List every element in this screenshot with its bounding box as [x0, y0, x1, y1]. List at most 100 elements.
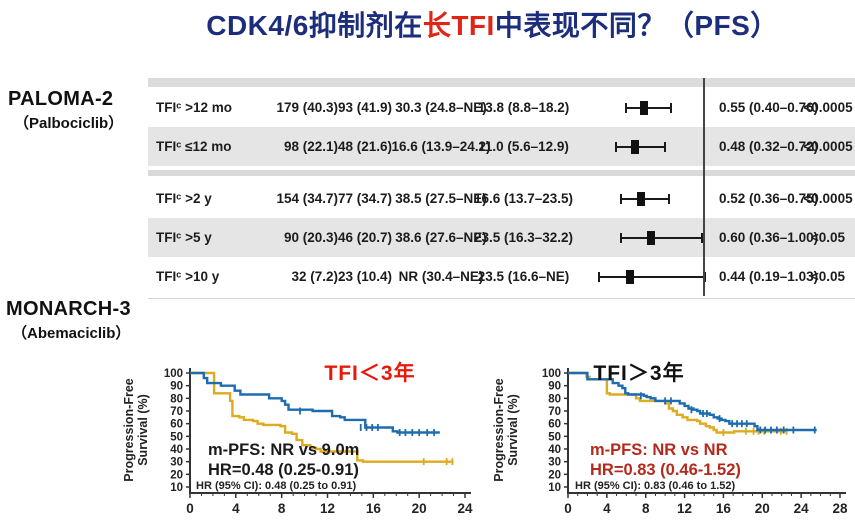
- title-suffix: 中表现不同？（PFS）: [494, 10, 779, 41]
- forest-table-row: TFIᶜ >5 y 90 (20.3) 46 (20.7) 38.6 (27.6–NE…: [148, 218, 855, 257]
- hr-ci-text: 0.60 (0.36–1.00): [719, 230, 819, 245]
- ci-cap-low: [619, 193, 622, 204]
- median-col-1: 38.6 (27.6–NE): [395, 230, 487, 245]
- x-tick-label: 16: [366, 501, 382, 516]
- forest-ci-cell: [595, 88, 710, 127]
- p-value: <0.05: [810, 230, 846, 245]
- median-col-1: 30.3 (24.8–NE): [395, 100, 487, 115]
- p-value: <0.05: [810, 269, 846, 284]
- y-tick-label: 90: [170, 381, 183, 393]
- y-tick-label: 80: [548, 393, 561, 405]
- x-tick-label: 4: [603, 501, 611, 516]
- annotation-hr: HR=0.48 (0.25-0.91): [208, 461, 359, 479]
- x-tick-label: 24: [457, 501, 473, 516]
- median-col-1: 38.5 (27.5–NE): [395, 191, 487, 206]
- ci-cap-high: [700, 232, 703, 243]
- forest-table-row: TFIᶜ >12 mo 179 (40.3) 93 (41.9) 30.3 (24.8…: [148, 88, 855, 127]
- yellow-arm-curve: [190, 371, 454, 463]
- chart-title: TFI＞3年: [593, 361, 684, 385]
- chart-title: TFI＜3年: [324, 361, 415, 385]
- y-axis-label-line2: Survival (%): [506, 394, 520, 466]
- x-tick-label: 8: [642, 501, 650, 516]
- study-label-monarch3: MONARCH-3 （Abemaciclib）: [6, 298, 131, 343]
- y-tick-label: 80: [170, 393, 183, 405]
- table-header-band: [148, 78, 855, 87]
- p-value: <0.0005: [803, 139, 853, 154]
- y-tick-label: 40: [548, 444, 561, 456]
- n-col-1: 154 (34.7): [276, 191, 338, 206]
- subgroup-label: TFIᶜ >12 mo: [156, 100, 233, 115]
- study-name: MONARCH-3: [6, 298, 131, 320]
- hr-point-marker: [626, 269, 635, 284]
- ci-cap-low: [625, 102, 628, 113]
- x-tick-label: 12: [320, 501, 335, 516]
- annotation-hr: HR=0.83 (0.46-1.52): [590, 461, 741, 479]
- forest-ci-cell: [595, 179, 710, 218]
- n-col-2: 23 (10.4): [337, 269, 392, 284]
- hr-ci-text: 0.52 (0.36–0.75): [719, 191, 819, 206]
- n-col-2: 48 (21.6): [337, 139, 392, 154]
- x-tick-label: 4: [232, 501, 240, 516]
- p-value: <0.0005: [803, 100, 853, 115]
- y-tick-label: 90: [548, 381, 561, 393]
- median-col-1: NR (30.4–NE): [398, 269, 484, 284]
- median-col-2: 16.6 (13.7–23.5): [473, 191, 574, 206]
- y-tick-label: 30: [170, 457, 183, 469]
- title-prefix: CDK4/6抑制剂在: [206, 10, 423, 41]
- ci-cap-high: [704, 271, 707, 282]
- study-drug: （Abemaciclib）: [12, 325, 131, 342]
- subgroup-label: TFIᶜ >10 y: [156, 269, 220, 284]
- ci-cap-low: [614, 141, 617, 152]
- n-col-1: 98 (22.1): [283, 139, 338, 154]
- y-tick-label: 100: [542, 368, 561, 380]
- y-tick-label: 60: [548, 419, 561, 431]
- y-axis-label-line1: Progression-Free: [492, 378, 506, 482]
- hr-reference-line: [703, 78, 705, 296]
- median-col-1: 16.6 (13.9–24.2): [391, 139, 491, 154]
- forest-ci-cell: [595, 218, 710, 257]
- study-name: PALOMA-2: [8, 88, 114, 110]
- median-col-2: 23.5 (16.6–NE): [477, 269, 570, 284]
- hr-point-marker: [636, 191, 645, 206]
- ci-line: [619, 197, 671, 200]
- forest-ci-cell: [595, 127, 710, 166]
- x-tick-label: 0: [186, 501, 194, 516]
- n-col-2: 93 (41.9): [337, 100, 392, 115]
- title-highlight: 长TFI: [422, 10, 495, 41]
- ci-line: [614, 145, 667, 148]
- page-title: CDK4/6抑制剂在长TFI中表现不同？（PFS）: [130, 4, 855, 44]
- y-tick-label: 60: [170, 419, 183, 431]
- y-axis-label-line2: Survival (%): [136, 394, 150, 466]
- median-col-2: 23.5 (16.3–32.2): [473, 230, 574, 245]
- y-tick-label: 100: [164, 368, 183, 380]
- forest-plot-table: TFIᶜ >12 mo 179 (40.3) 93 (41.9) 30.3 (24.8…: [148, 76, 855, 299]
- x-tick-label: 20: [755, 501, 770, 516]
- x-tick-label: 0: [564, 501, 572, 516]
- x-tick-label: 12: [677, 501, 692, 516]
- y-tick-label: 70: [548, 406, 561, 418]
- ci-cap-high: [669, 102, 672, 113]
- median-col-2: 13.8 (8.8–18.2): [477, 100, 570, 115]
- annotation-mpfs: m-PFS: NR vs NR: [590, 441, 728, 459]
- n-col-1: 179 (40.3): [276, 100, 338, 115]
- x-tick-label: 20: [412, 501, 427, 516]
- median-col-2: 11.0 (5.6–12.9): [478, 139, 569, 154]
- ci-line: [619, 236, 703, 239]
- blue-arm-curve: [568, 371, 817, 432]
- annotation-mpfs: m-PFS: NR vs 9.0m: [208, 441, 359, 459]
- ci-cap-high: [664, 141, 667, 152]
- hr-ci-text: 0.55 (0.40–0.76): [719, 100, 819, 115]
- ci-line: [598, 275, 707, 278]
- study-label-paloma2: PALOMA-2 （Palbociclib）: [8, 88, 123, 133]
- table-divider-band: [148, 170, 855, 176]
- hr-point-marker: [640, 100, 649, 115]
- blue-arm-curve: [190, 371, 440, 434]
- y-tick-label: 50: [548, 431, 561, 443]
- hr-ci-text: 0.48 (0.32–0.72): [719, 139, 819, 154]
- ci-cap-low: [619, 232, 622, 243]
- y-tick-label: 30: [548, 457, 561, 469]
- x-tick-label: 28: [832, 501, 848, 516]
- n-col-1: 90 (20.3): [283, 230, 338, 245]
- study-drug: （Palbociclib）: [14, 115, 124, 132]
